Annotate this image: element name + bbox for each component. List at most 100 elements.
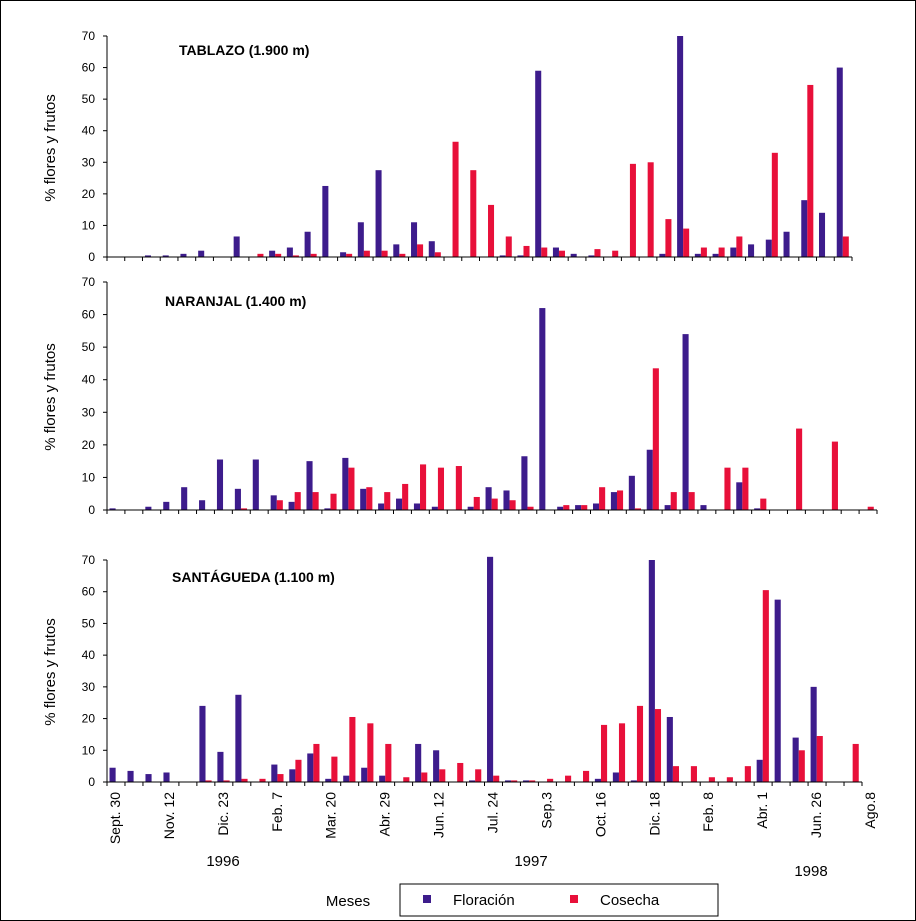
bar-cosecha-34 (718, 247, 725, 257)
bar-cosecha-35 (744, 766, 751, 782)
bar-cosecha-21 (491, 498, 498, 510)
y-tick-label: 70 (82, 29, 96, 43)
bar-floracion-36 (756, 759, 763, 782)
bar-cosecha-32 (690, 766, 697, 782)
month-label: Mar. 20 (323, 792, 339, 839)
y-tick-label: 70 (82, 275, 96, 289)
bar-floracion-11 (306, 461, 313, 510)
bar-cosecha-30 (647, 162, 654, 257)
bar-cosecha-19 (457, 762, 464, 782)
y-tick-label: 30 (82, 405, 96, 419)
bar-floracion-10 (289, 769, 296, 782)
bar-floracion-39 (801, 200, 808, 257)
bar-floracion-27 (588, 255, 595, 257)
bar-floracion-27 (593, 503, 600, 510)
bar-floracion-31 (666, 716, 673, 782)
bar-cosecha-14 (367, 723, 374, 782)
bar-floracion-4 (180, 253, 187, 257)
month-label: Feb. 8 (700, 792, 716, 832)
bar-cosecha-29 (636, 705, 644, 782)
y-tick-label: 40 (82, 648, 96, 662)
bar-cosecha-12 (331, 756, 338, 782)
bar-cosecha-31 (670, 492, 677, 510)
bar-floracion-34 (712, 253, 719, 257)
bar-cosecha-31 (665, 219, 672, 257)
bar-floracion-5 (199, 500, 206, 510)
y-tick-label: 20 (82, 438, 96, 452)
bar-floracion-28 (610, 492, 617, 510)
bar-cosecha-10 (294, 492, 301, 510)
bar-floracion-22 (504, 780, 512, 782)
bar-floracion-10 (286, 247, 293, 257)
bar-floracion-8 (252, 459, 259, 510)
bar-cosecha-28 (618, 723, 626, 782)
y-axis-label-tablazo: % flores y frutos (42, 94, 59, 202)
bar-cosecha-39 (807, 84, 814, 257)
bar-cosecha-25 (558, 250, 565, 257)
bar-cosecha-17 (420, 464, 427, 510)
month-labels: Sept. 30 Nov. 12 Dic. 23 Feb. 7 Mar. 20 Abr. … (107, 792, 878, 844)
bar-floracion-38 (792, 737, 799, 782)
bar-cosecha-38 (796, 428, 803, 510)
bar-cosecha-27 (599, 487, 606, 510)
bar-floracion-30 (646, 449, 653, 510)
bar-floracion-26 (570, 253, 577, 257)
bar-cosecha-21 (488, 204, 495, 257)
bar-floracion-11 (307, 753, 314, 782)
bar-floracion-13 (343, 775, 350, 782)
bar-cosecha-20 (475, 769, 482, 782)
bar-floracion-17 (413, 503, 421, 510)
bar-floracion-9 (269, 250, 276, 257)
bar-cosecha-28 (612, 250, 619, 257)
bar-floracion-12 (322, 185, 329, 257)
bar-floracion-17 (415, 743, 422, 782)
bar-floracion-33 (694, 253, 701, 257)
bar-floracion-5 (199, 705, 206, 782)
bar-floracion-11 (304, 231, 311, 257)
bar-cosecha-30 (654, 709, 662, 782)
bar-cosecha-30 (652, 368, 659, 510)
x-ticks-naranjal (106, 510, 878, 514)
bar-floracion-9 (270, 495, 277, 510)
bar-floracion-41 (836, 67, 843, 257)
bar-floracion-1 (127, 770, 134, 782)
bar-cosecha-38 (798, 750, 805, 782)
y-tick-label: 0 (88, 775, 95, 789)
bar-floracion-16 (396, 498, 403, 510)
bar-cosecha-13 (348, 467, 355, 510)
bar-floracion-29 (628, 475, 635, 510)
y-tick-label: 60 (82, 585, 96, 599)
bar-floracion-24 (535, 70, 542, 257)
bar-cosecha-11 (312, 492, 319, 510)
month-label: Jul. 24 (485, 792, 501, 833)
bar-cosecha-28 (616, 490, 624, 510)
bar-cosecha-15 (381, 250, 388, 257)
panel-title-santagueda: SANTÁGUEDA (1.100 m) (172, 569, 335, 585)
bar-cosecha-18 (439, 769, 446, 782)
month-label: Sep.3 (538, 792, 554, 829)
bar-floracion-14 (357, 222, 364, 257)
y-ticks-tablazo: 0 10 20 30 40 50 60 70 (82, 29, 107, 264)
panel-naranjal: % flores y frutos NARANJAL (1.400 m) 0 10… (42, 275, 878, 517)
bar-cosecha-22 (511, 780, 518, 782)
bar-floracion-2 (145, 774, 152, 782)
legend-label-floracion: Floración (453, 892, 515, 909)
y-ticks-santagueda: 0 10 20 30 40 50 60 70 (82, 553, 107, 789)
bar-floracion-15 (375, 170, 382, 257)
month-label: Dic. 23 (215, 792, 231, 836)
bar-floracion-36 (754, 508, 761, 510)
bar-floracion-37 (765, 239, 772, 257)
bar-cosecha-7 (240, 508, 248, 510)
bar-floracion-37 (774, 599, 781, 782)
bar-floracion-20 (467, 506, 474, 510)
bar-cosecha-16 (403, 777, 410, 782)
bar-cosecha-34 (724, 467, 731, 510)
y-tick-label: 20 (82, 712, 96, 726)
bar-cosecha-19 (452, 141, 459, 257)
y-tick-label: 20 (82, 187, 96, 201)
bar-floracion-2 (144, 255, 151, 257)
bar-cosecha-9 (277, 774, 284, 782)
bar-cosecha-37 (771, 152, 778, 257)
bar-floracion-3 (163, 772, 170, 782)
bar-floracion-31 (664, 505, 671, 510)
